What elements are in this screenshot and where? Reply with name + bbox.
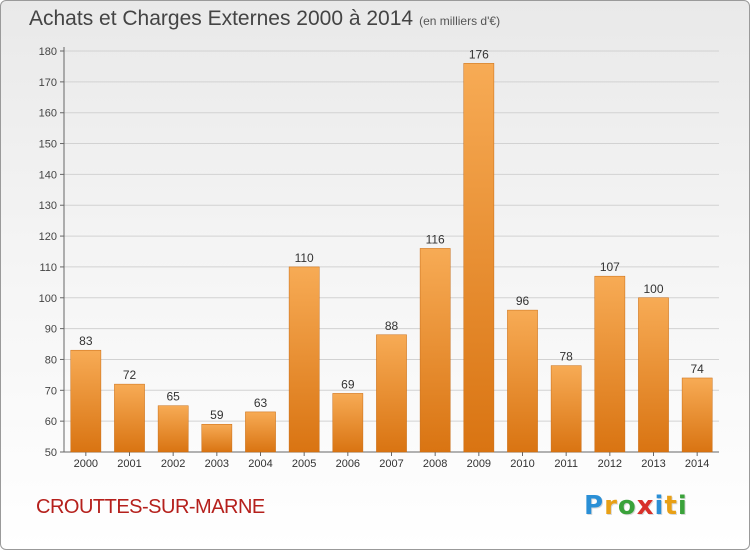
logo-letter: r [604, 491, 618, 521]
y-tick-label: 170 [39, 77, 57, 89]
x-tick-label: 2010 [510, 458, 534, 470]
bar [463, 63, 495, 453]
x-tick-label: 2014 [685, 458, 709, 470]
data-label: 96 [516, 294, 530, 308]
x-tick-label: 2004 [248, 458, 272, 470]
y-tick-label: 130 [39, 200, 57, 212]
bar [114, 383, 145, 453]
x-tick-label: 2003 [205, 458, 229, 470]
bar [157, 405, 189, 453]
bars [70, 63, 713, 453]
y-tick-label: 50 [45, 447, 57, 459]
data-label: 107 [600, 260, 620, 274]
logo-letter: i [677, 491, 688, 521]
bar [550, 365, 582, 453]
bar [70, 349, 102, 453]
x-tick-label: 2002 [161, 458, 185, 470]
x-tick-label: 2005 [292, 458, 316, 470]
x-tick-label: 2000 [74, 458, 98, 470]
y-tick-label: 140 [39, 169, 57, 181]
data-label: 65 [166, 390, 180, 404]
x-tick-label: 2012 [598, 458, 622, 470]
data-label: 74 [690, 362, 704, 376]
y-tick-label: 60 [45, 416, 57, 428]
x-tick-label: 2007 [379, 458, 403, 470]
data-label: 78 [559, 350, 573, 364]
chart-title-text: Achats et Charges Externes 2000 à 2014 [29, 7, 414, 30]
y-tick-label: 180 [39, 46, 57, 58]
logo-letter: P [584, 491, 605, 521]
chart-title: Achats et Charges Externes 2000 à 2014 (e… [29, 7, 500, 31]
bar [638, 297, 669, 453]
bar [419, 248, 451, 453]
x-tick-label: 2006 [336, 458, 360, 470]
commune-name: CROUTTES-SUR-MARNE [36, 496, 265, 518]
y-tick-label: 80 [45, 354, 57, 366]
bar [376, 334, 407, 453]
y-tick-label: 90 [45, 324, 57, 336]
logo-letter: o [617, 491, 637, 521]
x-tick-label: 2009 [467, 458, 491, 470]
data-label: 72 [123, 368, 137, 382]
logo-letter: t [664, 491, 678, 521]
x-tick-label: 2013 [641, 458, 665, 470]
data-label: 88 [385, 319, 399, 333]
logo-letter: i [654, 491, 665, 521]
bar [507, 309, 538, 453]
bar [681, 377, 713, 453]
bar [288, 266, 320, 453]
data-labels: 83 72 65 59 63 110 69 88 116 176 96 78 107 100 74 [79, 47, 704, 422]
y-tick-label: 110 [39, 262, 57, 274]
y-tick-label: 100 [39, 293, 57, 305]
bar [245, 411, 276, 453]
data-label: 63 [254, 396, 268, 410]
data-label: 176 [469, 47, 489, 61]
bar [201, 423, 233, 453]
data-label: 83 [79, 334, 93, 348]
y-tick-label: 120 [39, 231, 57, 243]
data-label: 69 [341, 377, 355, 391]
proxiti-logo: Proxiti [584, 491, 688, 521]
bar [332, 393, 364, 453]
y-tick-label: 150 [39, 139, 57, 151]
chart-subtitle: (en milliers d'€) [419, 14, 501, 28]
logo-letter: x [636, 491, 655, 521]
data-label: 116 [426, 232, 445, 246]
data-label: 59 [210, 408, 224, 422]
data-label: 110 [295, 251, 314, 265]
data-label: 100 [643, 282, 663, 296]
x-tick-label: 2008 [423, 458, 447, 470]
x-tick-label: 2001 [117, 458, 141, 470]
y-tick-label: 70 [45, 385, 57, 397]
bar [594, 275, 626, 453]
y-tick-label: 160 [39, 108, 57, 120]
x-tick-label: 2011 [554, 458, 578, 470]
